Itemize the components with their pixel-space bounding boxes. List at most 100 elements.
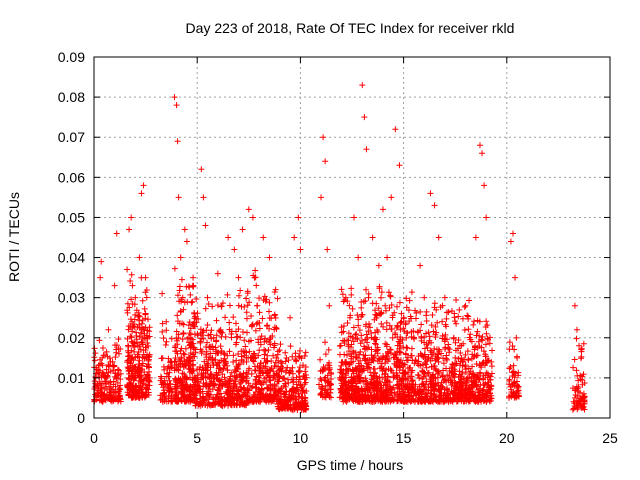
data-point bbox=[480, 348, 487, 355]
data-point bbox=[427, 384, 434, 391]
data-point bbox=[348, 392, 355, 399]
data-point bbox=[417, 388, 424, 395]
data-point bbox=[276, 387, 283, 394]
data-point bbox=[422, 361, 429, 368]
data-point bbox=[281, 391, 288, 398]
data-point bbox=[117, 386, 124, 393]
data-point bbox=[126, 304, 133, 311]
x-tick-label: 25 bbox=[602, 430, 618, 446]
data-point bbox=[447, 391, 454, 398]
data-point bbox=[185, 354, 192, 361]
data-point bbox=[242, 343, 249, 350]
data-point bbox=[398, 318, 405, 325]
data-point bbox=[102, 352, 109, 359]
data-point bbox=[481, 182, 488, 189]
data-point bbox=[163, 327, 170, 334]
data-point bbox=[354, 389, 361, 396]
data-point bbox=[435, 368, 442, 375]
data-point bbox=[247, 382, 254, 389]
data-point bbox=[251, 274, 258, 281]
data-point bbox=[340, 298, 347, 305]
data-point bbox=[348, 291, 355, 298]
data-point bbox=[92, 350, 99, 357]
data-point bbox=[462, 386, 469, 393]
data-point bbox=[377, 388, 384, 395]
data-point bbox=[469, 363, 476, 370]
data-point bbox=[418, 398, 425, 405]
data-point bbox=[344, 352, 351, 359]
data-point bbox=[208, 327, 215, 334]
data-point bbox=[137, 384, 144, 391]
data-point bbox=[512, 274, 519, 281]
data-point bbox=[160, 335, 167, 342]
data-point bbox=[260, 363, 267, 370]
data-point bbox=[326, 393, 333, 400]
data-point bbox=[302, 368, 309, 375]
data-point bbox=[204, 339, 211, 346]
data-point bbox=[249, 383, 256, 390]
data-point bbox=[459, 389, 466, 396]
data-point bbox=[417, 262, 424, 269]
data-point bbox=[105, 393, 112, 400]
data-point bbox=[128, 214, 135, 221]
data-point bbox=[139, 390, 146, 397]
data-point bbox=[360, 298, 367, 305]
data-point bbox=[133, 383, 140, 390]
data-point bbox=[575, 377, 582, 384]
data-point bbox=[290, 378, 297, 385]
data-point bbox=[296, 376, 303, 383]
y-tick-label: 0.09 bbox=[58, 49, 85, 65]
data-point bbox=[371, 335, 378, 342]
data-point bbox=[357, 378, 364, 385]
data-point bbox=[338, 286, 345, 293]
data-point bbox=[460, 340, 467, 347]
data-point bbox=[322, 339, 329, 346]
data-point bbox=[400, 314, 407, 321]
data-point bbox=[259, 315, 266, 322]
data-point bbox=[468, 355, 475, 362]
data-point bbox=[437, 385, 444, 392]
data-point bbox=[394, 322, 401, 329]
data-point bbox=[439, 373, 446, 380]
data-point bbox=[204, 402, 211, 409]
data-point bbox=[286, 370, 293, 377]
data-point bbox=[256, 325, 263, 332]
data-point bbox=[452, 339, 459, 346]
data-point bbox=[353, 330, 360, 337]
data-point bbox=[128, 394, 135, 401]
data-point bbox=[378, 393, 385, 400]
data-point bbox=[252, 354, 259, 361]
data-point bbox=[277, 341, 284, 348]
data-point bbox=[193, 296, 200, 303]
data-point bbox=[231, 246, 238, 253]
y-axis-label: ROTI / TECUs bbox=[6, 192, 22, 282]
data-point bbox=[415, 362, 422, 369]
y-tick-label: 0.03 bbox=[58, 290, 85, 306]
data-point bbox=[109, 358, 116, 365]
data-point bbox=[243, 309, 250, 316]
data-point bbox=[302, 379, 309, 386]
data-point bbox=[264, 385, 271, 392]
data-point bbox=[487, 390, 494, 397]
data-point bbox=[423, 317, 430, 324]
data-point bbox=[571, 356, 578, 363]
data-point bbox=[296, 353, 303, 360]
data-point bbox=[356, 363, 363, 370]
data-point bbox=[398, 310, 405, 317]
x-tick-label: 20 bbox=[499, 430, 515, 446]
data-point bbox=[346, 396, 353, 403]
data-point bbox=[271, 312, 278, 319]
data-point bbox=[115, 336, 122, 343]
data-point bbox=[415, 353, 422, 360]
data-point bbox=[225, 390, 232, 397]
data-point bbox=[321, 375, 328, 382]
data-point bbox=[511, 391, 518, 398]
data-point bbox=[351, 390, 358, 397]
data-point bbox=[239, 226, 246, 233]
data-point bbox=[183, 238, 190, 245]
data-point bbox=[100, 370, 107, 377]
data-point bbox=[145, 354, 152, 361]
data-point bbox=[471, 346, 478, 353]
data-point bbox=[459, 315, 466, 322]
data-point bbox=[129, 282, 136, 289]
